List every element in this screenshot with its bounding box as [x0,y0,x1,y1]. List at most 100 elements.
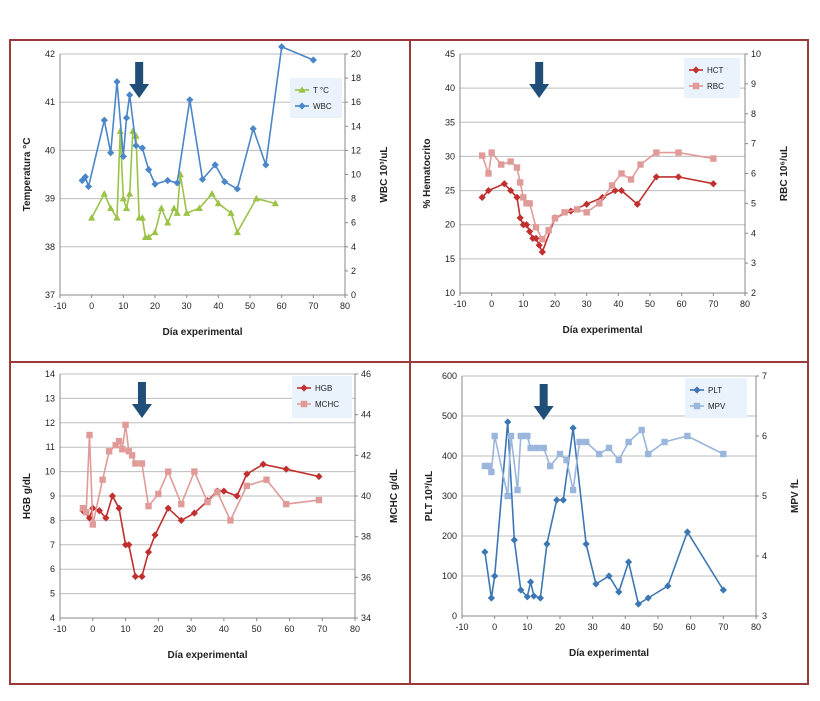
data-point [86,431,93,439]
data-point [282,465,290,473]
data-point [243,482,251,490]
x-tick-label: 40 [620,622,630,632]
y-tick-label: 38 [45,242,55,252]
x-tick-label: 20 [555,622,565,632]
data-point [132,460,139,467]
x-tick-label: 50 [252,624,262,634]
data-point [487,594,495,602]
data-point [95,507,103,515]
data-point [99,476,106,483]
y2-tick-label: 2 [351,266,356,276]
data-point [510,536,518,544]
data-point [259,460,267,468]
data-point [164,176,172,185]
y2-axis-label: MCHC g/dL [389,469,400,523]
data-point [115,437,123,445]
data-point [527,578,535,586]
treatment-arrow [131,382,152,418]
data-point [125,541,133,549]
data-point [504,492,511,500]
data-point [112,441,119,449]
data-point [220,487,228,495]
data-point [204,498,211,506]
y-tick-label: 40 [45,145,55,155]
data-point [138,572,146,581]
data-point [530,592,538,600]
x-tick-label: 10 [522,622,532,632]
data-point [186,96,194,104]
data-point [720,450,727,458]
data-point [561,209,568,216]
x-tick-label: 40 [219,624,229,634]
series-line-mchc [82,424,319,525]
y2-tick-label: 8 [751,109,756,119]
x-tick-label: 20 [153,624,163,634]
y2-tick-label: 0 [351,290,356,300]
legend-marker [692,82,700,90]
data-point [211,161,219,169]
y-tick-label: 45 [445,49,455,59]
data-point [488,149,495,156]
y-tick-label: 40 [445,83,455,93]
legend-label: RBC [707,82,724,91]
data-point [543,540,551,548]
data-point [517,586,525,594]
data-point [539,236,546,243]
x-tick-label: 40 [213,301,223,311]
x-tick-label: 80 [350,624,360,634]
treatment-arrow [529,62,550,98]
data-point [582,540,590,548]
data-point [633,200,641,208]
x-tick-label: 60 [677,299,687,309]
data-point [652,173,660,181]
y2-tick-label: 3 [762,611,767,621]
y-tick-label: 12 [45,418,55,428]
data-point [634,600,642,608]
data-point [227,517,234,524]
data-point [618,170,625,177]
data-point [514,486,521,494]
data-point [119,194,127,202]
y-tick-label: 100 [442,571,457,581]
data-point [583,209,590,216]
data-point [520,194,527,201]
y2-tick-label: 36 [361,572,371,582]
series-line-wbc [81,45,314,191]
data-point [107,149,115,157]
data-point [138,214,146,221]
x-tick-label: 60 [284,624,294,634]
data-point [173,209,181,216]
y-tick-label: 0 [452,611,457,621]
y2-tick-label: 40 [361,491,371,501]
data-point [497,161,505,168]
data-point [84,182,93,191]
data-point [107,204,115,212]
data-point [164,468,172,475]
panel-frame-temperature-wbc [9,39,411,363]
y-tick-label: 15 [445,254,455,264]
data-point [513,193,521,201]
data-point [645,450,652,458]
data-point [262,161,270,169]
x-tick-label: -10 [53,301,66,311]
data-point [125,448,133,455]
y-tick-label: 9 [50,491,55,501]
data-point [527,444,534,452]
y2-tick-label: 10 [351,170,361,180]
data-point [547,462,554,470]
data-point [177,516,185,524]
y-tick-label: 14 [45,369,55,379]
x-tick-label: 70 [718,622,728,632]
legend-label: HGB [315,384,332,393]
data-point [309,56,317,64]
y2-tick-label: 42 [361,450,371,460]
x-tick-label: 30 [182,301,192,311]
data-point [315,496,323,504]
legend-box [684,58,740,98]
data-point [126,91,134,99]
legend-marker [693,386,701,394]
data-point [535,241,543,249]
data-point [576,438,583,446]
data-point [151,228,159,236]
x-tick-label: 0 [489,299,494,309]
